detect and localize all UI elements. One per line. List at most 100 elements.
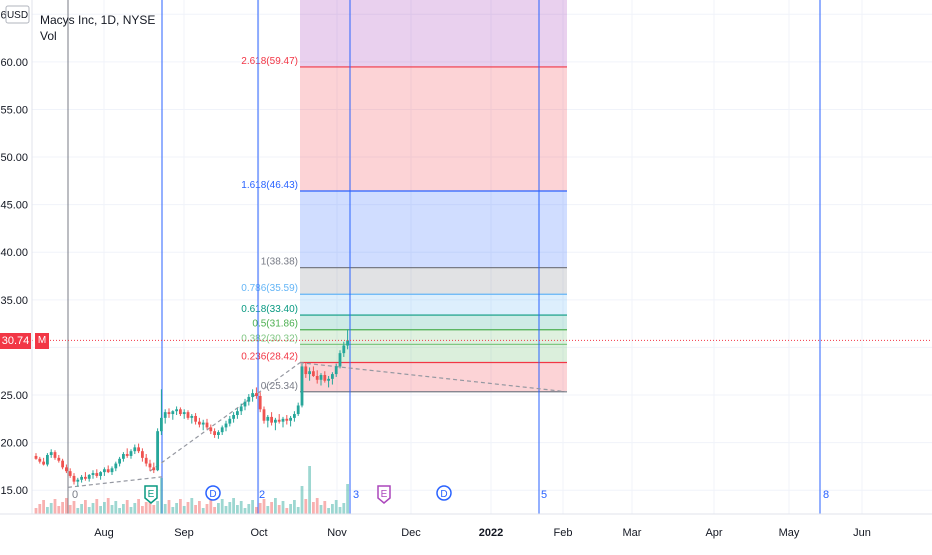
candle-body [175,409,178,412]
volume-bar [239,501,243,514]
candle-body [46,454,49,465]
price-axis-background [0,0,32,514]
fib-zone [300,0,567,67]
candle-body [262,409,266,421]
candle-body [106,469,110,473]
candle-body [110,468,114,473]
candle-body [182,412,186,415]
candle-body [251,393,254,397]
volume-bar [53,499,57,514]
time-tick-label: Feb [554,527,573,539]
candle-body [274,419,277,423]
time-tick-label: Nov [327,527,347,539]
volume-bar [293,500,296,514]
volume-bar [232,498,235,514]
fib-level-label: 2.618(59.47) [241,56,298,67]
volume-bar [331,504,334,514]
fib-zone [300,329,567,345]
candle-body [247,396,251,402]
candle-body [346,340,349,346]
currency-button[interactable] [5,5,30,24]
cycle-number-label: 2 [259,489,265,501]
volume-bar [163,504,167,514]
volume-bar [262,499,266,514]
dividend-marker[interactable] [205,485,221,501]
volume-bar [99,506,102,514]
volume-bar [300,486,304,514]
volume-bar [42,500,45,514]
candle-body [258,395,262,410]
candle-body [129,451,133,456]
candle-body [243,401,247,407]
candle-body [80,476,83,480]
candle-body [141,451,144,458]
candle-body [304,366,308,375]
volume-bar [190,498,194,514]
fib-zone [300,294,567,316]
candle-body [133,447,137,452]
fib-level-label: 0.786(35.59) [241,283,298,294]
price-tick-label: 50.00 [0,152,28,164]
trend-line[interactable] [149,362,301,472]
fib-level-label: 0.382(30.32) [241,333,298,344]
volume-bar [334,500,338,514]
fib-level-label: 0(25.34) [261,381,298,392]
volume-bar [175,503,178,514]
cycle-number-label: 0 [72,489,78,501]
time-tick-label: Apr [705,527,722,539]
candle-body [84,476,87,479]
volume-bar [80,504,83,514]
volume-bar [91,503,95,514]
candle-body [76,479,80,482]
candle-body [144,457,148,464]
candle-body [34,455,38,459]
fib-zone [300,267,567,295]
fib-zone [300,344,567,363]
volume-bar [125,500,129,514]
last-price-badge: 30.74 [0,333,31,349]
trend-line[interactable] [67,476,163,488]
candle-body [91,473,95,475]
cycle-number-label: 5 [541,489,547,501]
fib-level-label: 0.618(33.40) [241,304,298,315]
candle-body [194,415,197,422]
volume-bar [209,500,213,514]
time-tick-label: Dec [401,527,421,539]
dividend-marker[interactable] [436,485,452,501]
volume-bar [319,505,323,514]
candle-body [300,366,304,406]
volume-bar [38,504,42,514]
volume-bar [205,504,209,514]
candle-body [220,427,224,433]
volume-bar [106,498,110,514]
volume-bar [270,502,273,514]
candle-body [217,432,220,435]
earnings-marker[interactable] [377,485,391,504]
volume-bar [137,499,140,514]
candle-body [167,412,171,415]
candle-body [190,415,194,418]
event-marker-label: E [381,489,388,500]
volume-bar [277,505,281,514]
time-axis-background [0,514,932,550]
candle-body [38,458,42,462]
volume-bar [34,508,38,514]
volume-bar [201,508,205,514]
volume-bar [194,505,197,514]
earnings-marker[interactable] [144,485,158,504]
event-marker-label: D [209,489,216,500]
candle-body [148,463,152,468]
candle-body [255,393,258,396]
volume-bar [110,505,114,514]
candle-body [152,467,156,471]
price-tick-label: 20.00 [0,438,28,450]
volume-bar [160,478,163,514]
candle-body [114,463,118,469]
volume-bar [266,506,270,514]
cycle-number-label: 8 [823,489,829,501]
trend-line[interactable] [299,362,568,393]
candle-body [179,409,182,415]
volume-bar [243,508,247,514]
